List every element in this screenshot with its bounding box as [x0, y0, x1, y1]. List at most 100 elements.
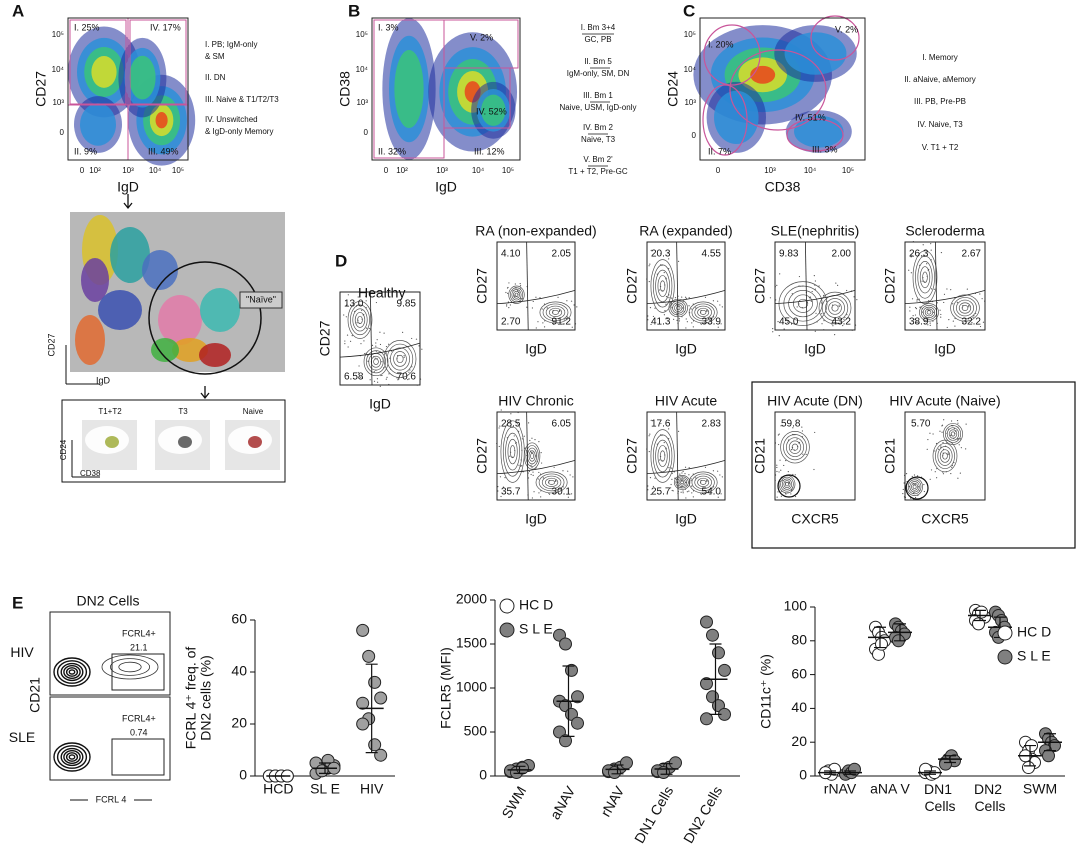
x-axis-label: IgD — [369, 396, 391, 412]
gate — [905, 476, 929, 500]
quadrant-value: 6.05 — [552, 419, 572, 430]
y-tick-label: 10⁴ — [356, 65, 369, 74]
event-dot — [558, 310, 561, 313]
quadrant-value: 9.85 — [397, 299, 417, 310]
event-dot — [524, 447, 526, 449]
event-dot — [648, 265, 650, 267]
event-dot — [361, 309, 363, 312]
event-dot — [956, 438, 958, 440]
data-point — [362, 649, 376, 663]
x-tick-label: 10³ — [122, 166, 134, 175]
contour — [780, 431, 810, 464]
event-dot — [915, 307, 918, 310]
gate-label: V. 2% — [835, 24, 858, 34]
y-tick-label: 1000 — [456, 679, 487, 695]
event-dot — [777, 321, 779, 323]
event-dot — [537, 321, 539, 323]
tsne-cluster — [199, 343, 231, 367]
data-point — [571, 716, 584, 730]
event-dot — [909, 306, 911, 308]
legend-label: S L E — [519, 621, 553, 637]
event-dot — [954, 325, 956, 327]
event-dot — [676, 319, 678, 321]
contour — [68, 754, 76, 760]
event-dot — [365, 295, 367, 297]
tsne-cluster — [110, 227, 150, 283]
gate — [703, 24, 761, 86]
plot-frame — [904, 241, 986, 331]
event-dot — [408, 371, 410, 373]
contour — [688, 471, 718, 494]
contour — [950, 431, 956, 437]
event-dot — [940, 313, 942, 316]
event-dot — [923, 490, 925, 493]
contour — [946, 427, 960, 441]
data-point — [608, 765, 621, 779]
quadrant-value: 54.0 — [702, 487, 722, 498]
gate — [111, 738, 165, 776]
plot-frame — [774, 411, 856, 501]
event-dot — [958, 444, 960, 446]
event-dot — [360, 343, 362, 345]
event-dot — [648, 435, 650, 437]
contour — [657, 445, 668, 467]
quadrant-value: 28.5 — [501, 419, 521, 430]
event-dot — [570, 493, 573, 495]
data-point — [700, 677, 713, 691]
event-dot — [411, 337, 413, 340]
event-dot — [368, 327, 370, 330]
panel-title: DN2 Cells — [76, 593, 139, 609]
x-axis-label: IgD — [934, 341, 956, 357]
contour — [63, 665, 81, 680]
event-dot — [691, 322, 693, 324]
event-dot — [917, 322, 919, 324]
y-tick-label: 0 — [60, 128, 65, 137]
event-dot — [704, 296, 707, 298]
event-dot — [375, 345, 377, 347]
event-dot — [521, 298, 524, 300]
event-dot — [409, 369, 411, 371]
contour — [514, 292, 519, 297]
event-dot — [540, 496, 542, 498]
quadrant-value: 4.55 — [702, 249, 722, 260]
contour — [650, 429, 675, 483]
contour — [56, 745, 88, 769]
event-dot — [663, 314, 665, 316]
event-dot — [950, 472, 952, 475]
event-dot — [548, 493, 551, 495]
gate-label: I. 25% — [74, 22, 100, 32]
event-dot — [929, 432, 931, 434]
event-dot — [946, 288, 948, 290]
event-dot — [677, 260, 680, 262]
legend-text: IV. Bm 2 — [583, 123, 613, 132]
legend-text: & IgD-only Memory — [205, 127, 273, 136]
plot-bg — [905, 242, 985, 330]
contour — [63, 750, 81, 765]
event-dot — [926, 263, 928, 265]
event-dot — [668, 258, 670, 260]
event-dot — [720, 323, 722, 325]
y-tick-label: 100 — [784, 598, 808, 614]
event-dot — [838, 305, 840, 308]
contour — [357, 315, 363, 324]
y-axis-label: FCLR5 (MFI) — [438, 647, 454, 729]
y-tick-label: 10⁵ — [684, 30, 696, 39]
event-dot — [344, 340, 346, 342]
plot-bg — [905, 412, 985, 500]
row-label: SLE — [9, 729, 35, 745]
event-dot — [780, 425, 782, 427]
contour — [539, 301, 572, 324]
gate-label: II. 9% — [74, 146, 97, 156]
y-axis-label: CD24 — [665, 71, 681, 107]
tsne-cluster — [98, 290, 142, 330]
quadrant-value: 30.1 — [552, 487, 572, 498]
event-dot — [381, 361, 383, 363]
event-dot — [916, 321, 918, 324]
plot-title: Scleroderma — [905, 223, 985, 239]
event-dot — [669, 487, 672, 489]
event-dot — [497, 486, 499, 488]
x-axis-label: IgD — [525, 511, 547, 527]
event-dot — [796, 306, 798, 308]
event-dot — [943, 301, 945, 304]
event-dot — [659, 459, 661, 461]
